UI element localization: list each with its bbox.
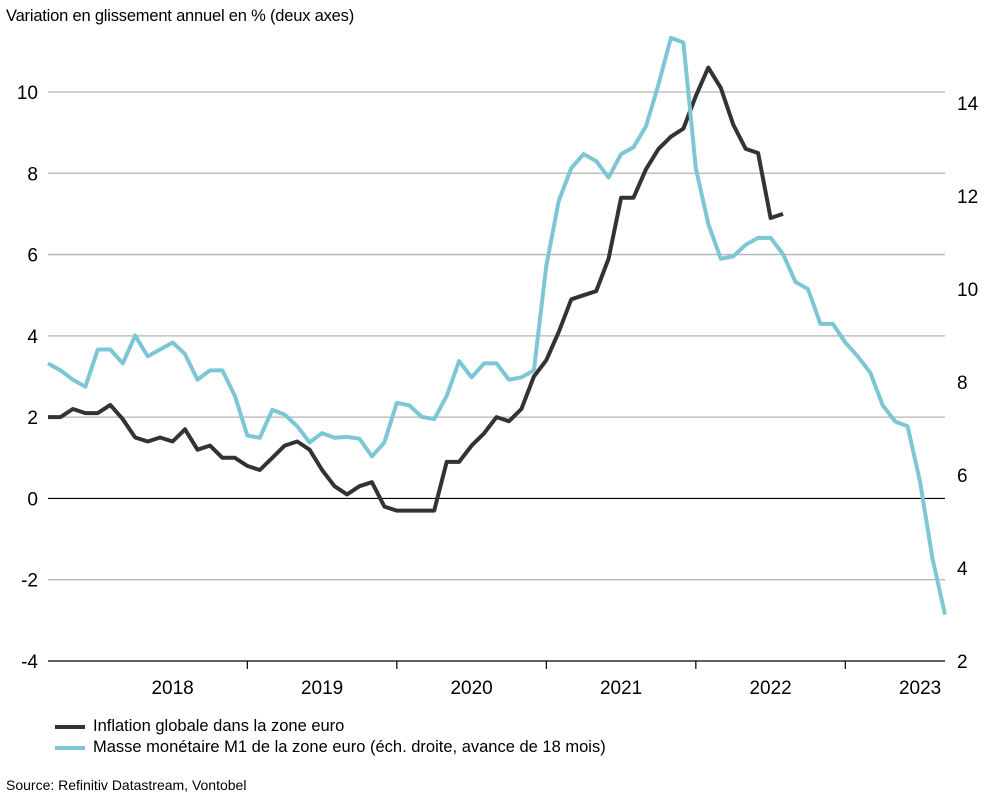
y-left-tick-label: -4 [21,652,38,673]
series-line-m1 [47,35,947,615]
y-left-tick-label: 6 [27,246,38,267]
x-tick-label: 2021 [600,678,642,699]
y-left-tick-label: 8 [27,164,38,185]
right-axis-tick-labels: 2 4 6 8 10 12 14 [957,94,979,673]
gridlines [48,91,945,581]
y-right-tick-label: 4 [957,559,968,580]
source-note: Source: Refinitiv Datastream, Vontobel [6,777,247,793]
y-right-tick-label: 12 [957,187,978,208]
y-left-tick-label: 2 [27,408,38,429]
y-right-tick-label: 6 [957,466,968,487]
y-right-tick-label: 8 [957,373,968,394]
legend-item-m1: Masse monétaire M1 de la zone euro (éch.… [55,737,606,758]
y-left-tick-label: 0 [27,489,38,510]
axes [48,497,945,669]
x-tick-label: 2018 [151,678,193,699]
x-tick-label: 2020 [450,678,492,699]
y-left-tick-label: -2 [21,571,38,592]
x-tick-label: 2019 [301,678,343,699]
chart-title: Variation en glissement annuel en % (deu… [6,7,355,25]
x-axis-tick-labels: 2018 2019 2020 2021 2022 2023 [151,678,941,699]
x-tick-label: 2023 [899,678,941,699]
series [47,35,947,615]
x-tick-label: 2022 [749,678,791,699]
legend-label-inflation: Inflation globale dans la zone euro [93,717,345,735]
series-line-inflation [48,65,784,513]
legend-item-inflation: Inflation globale dans la zone euro [55,716,606,737]
left-axis-tick-labels: -4 -2 0 2 4 6 8 10 [17,83,39,673]
y-left-tick-label: 4 [27,327,38,348]
legend-swatch-m1 [55,745,85,750]
legend-label-m1: Masse monétaire M1 de la zone euro (éch.… [93,738,606,756]
legend-swatch-inflation [55,724,85,729]
y-right-tick-label: 14 [957,94,979,115]
y-right-tick-label: 10 [957,280,978,301]
y-left-tick-label: 10 [17,83,38,104]
legend: Inflation globale dans la zone euro Mass… [55,716,606,758]
y-right-tick-label: 2 [957,652,968,673]
